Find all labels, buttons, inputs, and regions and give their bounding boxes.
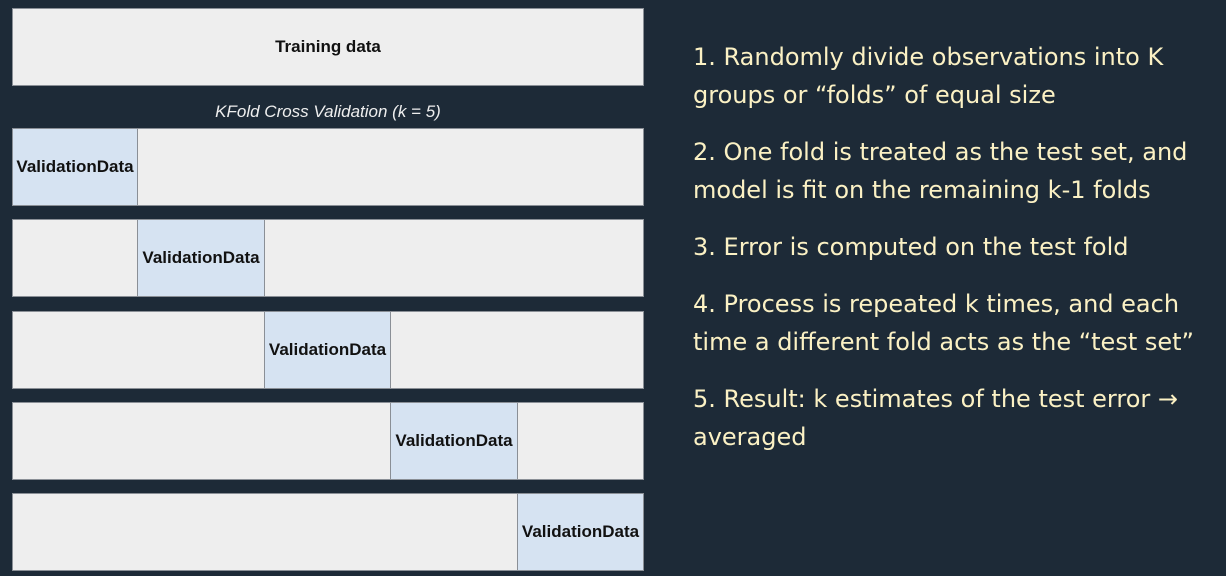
validation-label: Validation <box>16 157 97 176</box>
validation-label: Validation <box>395 431 476 450</box>
validation-label: Validation <box>521 522 603 541</box>
validation-label: Validation <box>142 248 223 267</box>
data-label: Data <box>602 522 640 541</box>
step-1: 1. Randomly divide observations into K g… <box>693 43 1164 109</box>
validation-data-cell: Validation Data <box>391 403 518 479</box>
data-label: Data <box>96 157 134 176</box>
training-data-label: Training data <box>275 37 381 56</box>
training-data-box: Training data <box>12 8 644 86</box>
data-label: Data <box>349 340 387 359</box>
step-3: 3. Error is computed on the test fold <box>693 233 1129 261</box>
training-fold-cell <box>13 220 138 296</box>
validation-data-cell: Validation Data <box>13 129 138 205</box>
training-fold-cell <box>138 129 643 205</box>
validation-label: Validation <box>268 340 350 359</box>
training-fold-cell <box>13 494 518 570</box>
training-fold-cell <box>13 312 265 388</box>
training-fold-cell <box>391 312 643 388</box>
training-fold-cell <box>518 403 643 479</box>
data-label: Data <box>475 431 513 450</box>
steps-list: 1. Randomly divide observations into K g… <box>693 38 1223 475</box>
fold-row-4: Validation Data <box>12 402 644 480</box>
step-5: 5. Result: k estimates of the test error… <box>693 385 1179 451</box>
data-label: Data <box>222 248 260 267</box>
step-2: 2. One fold is treated as the test set, … <box>693 138 1188 204</box>
fold-row-5: Validation Data <box>12 493 644 571</box>
validation-data-cell: Validation Data <box>518 494 643 570</box>
kfold-caption: KFold Cross Validation (k = 5) <box>215 102 441 121</box>
step-4: 4. Process is repeated k times, and each… <box>693 290 1194 356</box>
training-fold-cell <box>265 220 643 296</box>
validation-data-cell: Validation Data <box>138 220 265 296</box>
fold-row-1: Validation Data <box>12 128 644 206</box>
training-fold-cell <box>13 403 391 479</box>
validation-data-cell: Validation Data <box>265 312 391 388</box>
fold-row-3: Validation Data <box>12 311 644 389</box>
fold-row-2: Validation Data <box>12 219 644 297</box>
